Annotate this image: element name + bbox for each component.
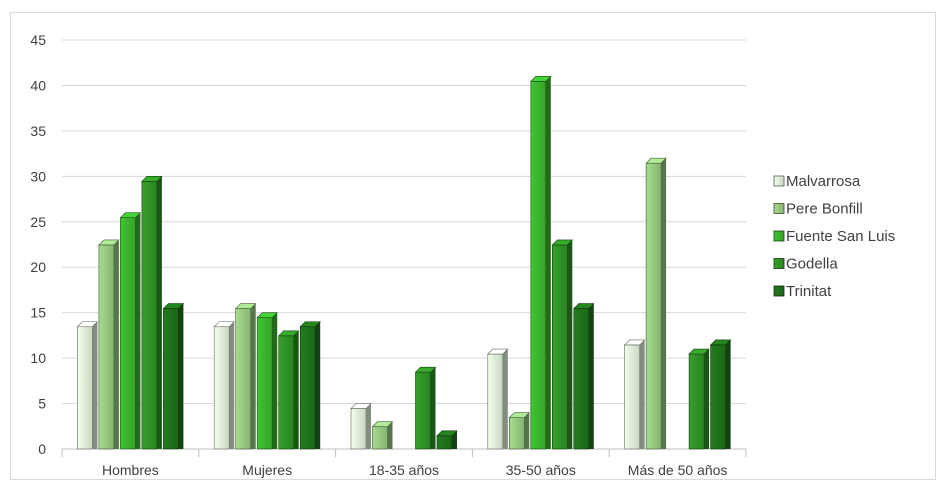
y-tick-label: 45 (30, 32, 46, 48)
bar (256, 312, 278, 450)
bar (76, 321, 99, 450)
legend-swatch (773, 230, 785, 242)
bar (213, 321, 235, 450)
y-tick-label: 25 (30, 214, 46, 230)
bar (508, 412, 531, 450)
bar (162, 303, 185, 450)
legend-label: Malvarrosa (786, 173, 861, 190)
y-tick-label: 0 (38, 441, 46, 457)
x-tick-label: 35-50 años (506, 462, 576, 478)
bar (299, 321, 321, 450)
bar (141, 176, 163, 450)
bar (487, 348, 509, 450)
legend-label: Pere Bonfill (786, 201, 863, 218)
y-tick-label: 30 (30, 168, 46, 184)
legend-label: Fuente San Luis (786, 228, 895, 245)
bar (436, 430, 458, 450)
x-tick-label: Más de 50 años (628, 462, 728, 478)
y-tick-label: 5 (38, 396, 46, 412)
x-tick-label: Mujeres (242, 462, 292, 478)
legend-swatch (773, 203, 785, 214)
bar (277, 330, 300, 450)
bar (98, 239, 120, 450)
bar (551, 239, 574, 450)
bar (350, 403, 372, 450)
x-tick-label: Hombres (102, 462, 159, 478)
bar (573, 303, 595, 450)
bar (371, 421, 394, 450)
y-tick-label: 35 (30, 123, 46, 139)
y-tick-label: 10 (30, 350, 46, 366)
legend-swatch (773, 285, 785, 297)
x-tick-label: 18-35 años (369, 462, 439, 478)
y-tick-label: 15 (30, 305, 46, 321)
bar (530, 76, 552, 450)
bar (234, 303, 257, 450)
legend-label: Trinitat (786, 283, 832, 300)
legend-swatch (773, 258, 785, 269)
legend: Malvarrosa Pere Bonfill Fuente San Luis God… (773, 173, 895, 300)
bar (623, 339, 646, 450)
bar (709, 339, 732, 450)
bar (119, 212, 142, 450)
legend-label: Godella (786, 256, 838, 273)
bar (645, 157, 667, 450)
y-tick-label: 20 (30, 259, 46, 275)
bar (414, 366, 437, 450)
y-tick-label: 40 (30, 77, 46, 93)
bar (688, 348, 710, 450)
legend-swatch (773, 175, 785, 187)
